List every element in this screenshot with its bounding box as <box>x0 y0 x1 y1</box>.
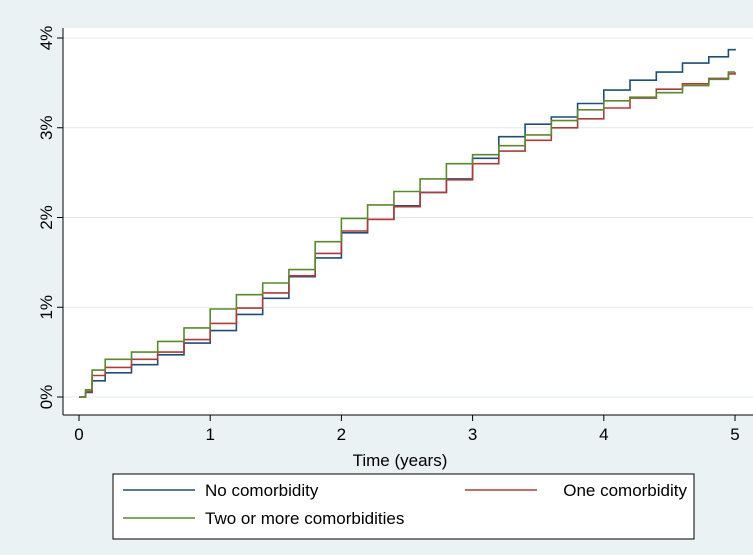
axes <box>62 28 753 416</box>
series-line-2 <box>79 72 736 398</box>
y-tick-label: 4% <box>37 26 56 51</box>
x-axis-title: Time (years) <box>353 451 448 470</box>
x-ticks: 0 1 2 3 4 5 <box>74 415 740 444</box>
x-tick-label: 2 <box>337 425 346 444</box>
series-lines <box>79 48 736 398</box>
x-tick-label: 1 <box>205 425 214 444</box>
legend: No comorbidity One comorbidity Two or more… <box>112 473 695 540</box>
x-tick-label: 4 <box>599 425 608 444</box>
y-tick-label: 2% <box>37 205 56 230</box>
series-line-1 <box>79 48 736 398</box>
legend-box <box>112 473 695 540</box>
legend-label: Two or more comorbidities <box>205 509 404 528</box>
y-tick-label: 1% <box>37 295 56 320</box>
x-tick-label: 0 <box>74 425 83 444</box>
y-ticks: 0% 1% 2% 3% 4% <box>37 26 63 410</box>
grid-lines <box>63 37 753 398</box>
y-tick-label: 3% <box>37 115 56 140</box>
series-line-3 <box>79 71 735 398</box>
legend-label: No comorbidity <box>205 481 319 500</box>
legend-label: One comorbidity <box>563 481 687 500</box>
y-tick-label: 0% <box>37 385 56 410</box>
x-tick-label: 5 <box>730 425 739 444</box>
x-tick-label: 3 <box>468 425 477 444</box>
plot-area <box>63 28 753 415</box>
legend-items: No comorbidity One comorbidity Two or more… <box>123 481 687 528</box>
